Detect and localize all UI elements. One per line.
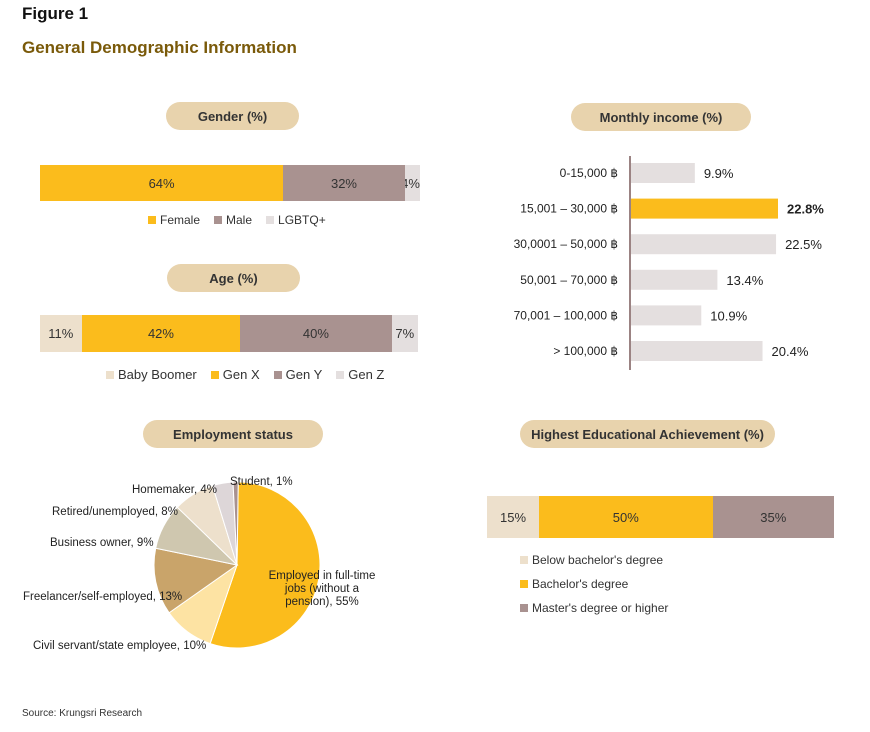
gender-segment-female: 64%	[40, 165, 284, 201]
age-segment-gen-y: 40%	[240, 315, 392, 352]
gender-legend-label: Female	[160, 213, 201, 227]
income-value-label: 9.9%	[704, 166, 734, 181]
education-legend-label: Master's degree or higher	[532, 601, 669, 615]
education-legend-label: Bachelor's degree	[532, 577, 629, 591]
pie-label-business-owner: Business owner, 9%	[50, 537, 154, 549]
source-note: Source: Krungsri Research	[22, 708, 143, 719]
income-bar	[631, 341, 763, 361]
gender-legend: Female Male LGBTQ+	[148, 213, 340, 227]
income-value-label: 10.9%	[710, 308, 747, 323]
pie-slice-freelancer-self-employed	[153, 547, 239, 614]
income-category-label: 0-15,000 ฿	[560, 166, 618, 180]
employment-chart-title: Employment status	[143, 420, 323, 448]
pie-label-civil-servant-state-employee: Civil servant/state employee, 10%	[33, 640, 206, 652]
age-legend-label: Baby Boomer	[118, 367, 197, 382]
education-legend: Below bachelor's degree Bachelor's degree…	[520, 553, 820, 615]
education-legend-swatch	[520, 580, 528, 588]
income-value-label: 22.8%	[787, 202, 824, 217]
age-legend-label: Gen Z	[348, 367, 385, 382]
gender-legend-label: LGBTQ+	[278, 213, 326, 227]
age-segment-gen-z: 7%	[391, 315, 418, 352]
income-category-label: 15,001 – 30,000 ฿	[520, 202, 618, 216]
pie-slice-student	[232, 481, 239, 566]
gender-chart-title: Gender (%)	[166, 102, 299, 130]
income-bar	[631, 305, 702, 326]
income-category-label: 70,001 – 100,000 ฿	[514, 308, 618, 322]
income-bar	[631, 198, 778, 219]
income-category-label: 50,001 – 70,000 ฿	[520, 273, 618, 287]
education-legend-item-bachelor-s-degree: Bachelor's degree	[520, 577, 650, 591]
education-legend-item-below-bachelor-s-degree: Below bachelor's degree	[520, 553, 680, 567]
gender-legend-label: Male	[226, 213, 253, 227]
income-value-label: 22.5%	[785, 237, 822, 252]
gender-stacked-bar: 64% 32% 4%	[40, 165, 420, 201]
income-value-label: 13.4%	[726, 273, 763, 288]
age-segment-gen-x: 42%	[81, 315, 241, 352]
education-segment-bachelor-s-degree: 50%	[539, 496, 713, 538]
gender-legend-swatch	[148, 216, 156, 224]
pie-label-retired-unemployed: Retired/unemployed, 8%	[52, 506, 178, 518]
age-legend-label: Gen X	[222, 367, 260, 382]
education-segment-master-s-degree-or-higher: 35%	[712, 496, 834, 538]
education-legend-swatch	[520, 604, 528, 612]
age-legend: Baby Boomer Gen X Gen Y Gen Z	[106, 367, 398, 382]
education-segment-below-bachelor-s-degree: 15%	[487, 496, 540, 538]
age-legend-item-gen-z: Gen Z	[336, 367, 384, 382]
pie-label-freelancer-self-employed: Freelancer/self-employed, 13%	[23, 591, 182, 603]
age-legend-swatch	[106, 370, 114, 379]
education-legend-swatch	[520, 556, 528, 564]
gender-legend-item-female: Female	[148, 213, 200, 227]
gender-legend-item-male: Male	[214, 213, 252, 227]
age-legend-item-gen-y: Gen Y	[273, 367, 323, 382]
education-chart-title: Highest Educational Achievement (%)	[520, 420, 775, 448]
pie-label-employed-line: jobs (without a	[284, 583, 360, 595]
gender-segment-male: 32%	[283, 165, 405, 201]
income-bar-chart: 0-15,000 ฿ 9.9% 15,001 – 30,000 ฿ 22.8% 30,0…	[514, 156, 824, 370]
income-category-label: 30,0001 – 50,000 ฿	[514, 237, 618, 251]
gender-segment-lgbtq: 4%	[404, 165, 420, 201]
income-chart-title: Monthly income (%)	[571, 103, 751, 131]
age-legend-swatch	[210, 370, 219, 379]
income-value-label: 20.4%	[772, 344, 809, 359]
education-legend-label: Below bachelor's degree	[532, 553, 664, 567]
gender-legend-item-lgbtq: LGBTQ+	[266, 213, 326, 227]
pie-label-homemaker: Homemaker, 4%	[132, 484, 217, 496]
pie-label-employed-line: Employed in full-time	[269, 570, 376, 582]
gender-legend-swatch	[266, 216, 275, 224]
age-legend-label: Gen Y	[285, 367, 323, 382]
age-segment-baby-boomer: 11%	[40, 315, 82, 352]
age-chart-title: Age (%)	[167, 264, 300, 292]
age-legend-item-baby-boomer: Baby Boomer	[106, 367, 197, 382]
age-legend-swatch	[336, 370, 345, 379]
age-legend-swatch	[273, 370, 282, 379]
gender-legend-swatch	[214, 216, 223, 224]
education-stacked-bar: 15% 50% 35%	[487, 496, 834, 538]
pie-label-employed-line: pension), 55%	[285, 596, 359, 608]
age-stacked-bar: 11% 42% 40% 7%	[40, 315, 418, 352]
age-legend-item-gen-x: Gen X	[210, 367, 260, 382]
education-legend-item-master-s-degree-or-higher: Master's degree or higher	[520, 601, 720, 615]
figure-label: Figure 1	[22, 4, 89, 23]
figure-title: General Demographic Information	[22, 38, 297, 57]
income-category-label: > 100,000 ฿	[553, 344, 618, 358]
pie-label-student: Student, 1%	[230, 476, 293, 488]
income-bar	[631, 269, 718, 290]
income-bar	[631, 234, 777, 255]
income-bar	[631, 163, 695, 183]
